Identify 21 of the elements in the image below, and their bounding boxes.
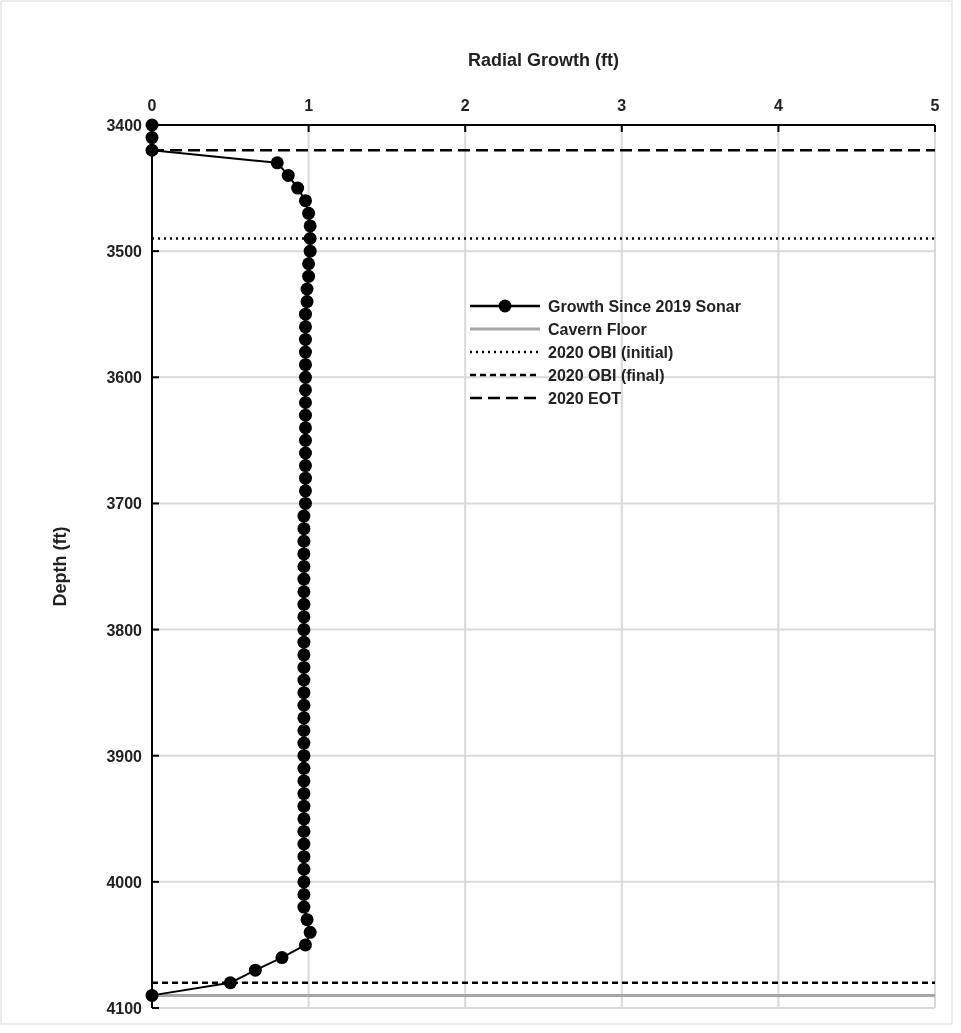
x-tick-label: 0 <box>147 97 157 114</box>
legend-label: 2020 OBI (final) <box>548 367 665 384</box>
y-tick-label: 4100 <box>106 1000 143 1017</box>
y-axis-title: Depth (ft) <box>50 526 70 607</box>
y-tick-label: 3800 <box>106 621 143 639</box>
x-tick-label: 1 <box>304 97 314 114</box>
x-tick-label: 5 <box>930 97 940 114</box>
y-tick-label: 3400 <box>106 117 143 134</box>
x-tick-label: 4 <box>773 97 783 114</box>
x-tick-label: 2 <box>460 97 470 114</box>
y-tick-label: 3500 <box>106 243 143 261</box>
x-tick-label: 3 <box>617 97 627 114</box>
y-tick-label: 3900 <box>106 747 143 765</box>
x-axis-title: Radial Growth (ft) <box>468 50 619 70</box>
legend-label: 2020 OBI (initial) <box>548 344 674 361</box>
y-tick-label: 3600 <box>106 369 143 387</box>
y-tick-label: 4000 <box>106 873 143 891</box>
legend-label: Cavern Floor <box>548 321 647 338</box>
legend-label: Growth Since 2019 Sonar <box>548 298 741 315</box>
legend-label: 2020 EOT <box>548 390 622 407</box>
y-tick-label: 3700 <box>106 495 143 513</box>
